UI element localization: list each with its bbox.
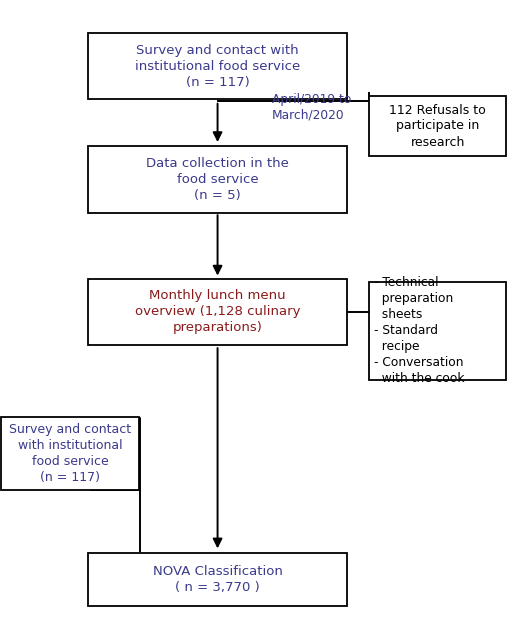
FancyBboxPatch shape (369, 96, 506, 156)
FancyBboxPatch shape (88, 553, 347, 606)
Text: 112 Refusals to
participate in
research: 112 Refusals to participate in research (390, 103, 486, 149)
FancyBboxPatch shape (88, 278, 347, 345)
Text: - Technical
  preparation
  sheets
- Standard
  recipe
- Conversation
  with the: - Technical preparation sheets - Standar… (374, 276, 465, 386)
Text: Data collection in the
food service
(n = 5): Data collection in the food service (n =… (146, 157, 289, 202)
FancyBboxPatch shape (88, 33, 347, 100)
FancyBboxPatch shape (2, 417, 139, 490)
Text: Survey and contact
with institutional
food service
(n = 117): Survey and contact with institutional fo… (9, 423, 131, 484)
Text: Survey and contact with
institutional food service
(n = 117): Survey and contact with institutional fo… (135, 43, 300, 89)
FancyBboxPatch shape (88, 147, 347, 213)
Text: Monthly lunch menu
overview (1,128 culinary
preparations): Monthly lunch menu overview (1,128 culin… (135, 289, 300, 335)
Text: April/2019 to
March/2020: April/2019 to March/2020 (272, 93, 351, 121)
Text: NOVA Classification
( n = 3,770 ): NOVA Classification ( n = 3,770 ) (153, 565, 282, 594)
FancyBboxPatch shape (369, 282, 506, 379)
